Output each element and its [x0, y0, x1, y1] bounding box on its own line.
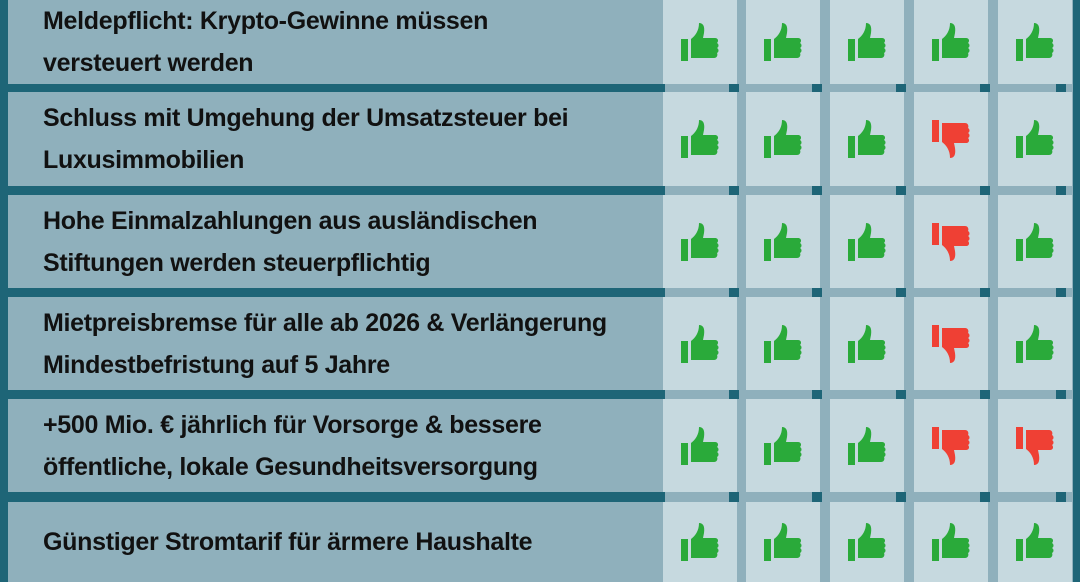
thumbs-up-icon	[681, 523, 719, 561]
vote-cell	[746, 92, 820, 186]
vote-cell	[663, 92, 737, 186]
vote-cell	[746, 297, 820, 390]
row-separator	[655, 186, 1073, 195]
vote-cell	[663, 195, 737, 288]
thumbs-up-icon	[1016, 523, 1054, 561]
proposal-text: Günstiger Stromtarif für ärmere Haushalt…	[43, 528, 533, 556]
vote-cell	[998, 502, 1072, 582]
vote-cell	[830, 195, 904, 288]
thumbs-up-icon	[932, 23, 970, 61]
vote-cell	[830, 399, 904, 492]
vote-cell	[914, 399, 988, 492]
vote-cell	[914, 297, 988, 390]
vote-cell	[830, 297, 904, 390]
thumbs-up-icon	[764, 23, 802, 61]
thumbs-up-icon	[681, 120, 719, 158]
thumbs-up-icon	[932, 523, 970, 561]
proposal-cell: Mietpreisbremse für alle ab 2026 & Verlä…	[8, 297, 655, 390]
thumbs-down-icon	[932, 120, 970, 158]
proposal-cell: Meldepflicht: Krypto-Gewinne müssen verst…	[8, 0, 655, 84]
thumbs-up-icon	[848, 523, 886, 561]
thumbs-up-icon	[848, 120, 886, 158]
vote-cell	[998, 92, 1072, 186]
thumbs-up-icon	[848, 426, 886, 465]
proposal-text: +500 Mio. € jährlich für Vorsorge & bess…	[43, 410, 542, 481]
thumbs-up-icon	[1016, 324, 1054, 363]
thumbs-down-icon	[932, 426, 970, 465]
thumbs-up-icon	[681, 23, 719, 61]
thumbs-up-icon	[764, 120, 802, 158]
vote-cell	[998, 195, 1072, 288]
vote-cell	[914, 92, 988, 186]
proposal-text: Hohe Einmalzahlungen aus ausländischen St…	[43, 206, 538, 277]
vote-cell	[914, 502, 988, 582]
thumbs-up-icon	[764, 426, 802, 465]
vote-cell	[663, 297, 737, 390]
proposal-text: Mietpreisbremse für alle ab 2026 & Verlä…	[43, 308, 607, 379]
row-separator	[655, 288, 1073, 297]
vote-cell	[663, 502, 737, 582]
thumbs-up-icon	[1016, 120, 1054, 158]
vote-cell	[746, 502, 820, 582]
vote-cell	[663, 399, 737, 492]
table-row: Mietpreisbremse für alle ab 2026 & Verlä…	[8, 297, 1073, 390]
table-row: Meldepflicht: Krypto-Gewinne müssen verst…	[8, 0, 1073, 84]
vote-cell	[746, 399, 820, 492]
vote-cell	[998, 399, 1072, 492]
table-row: Günstiger Stromtarif für ärmere Haushalt…	[8, 502, 1073, 582]
thumbs-down-icon	[932, 222, 970, 261]
proposal-cell: +500 Mio. € jährlich für Vorsorge & bess…	[8, 399, 655, 492]
vote-cell	[746, 195, 820, 288]
thumbs-up-icon	[681, 222, 719, 261]
vote-cell	[914, 195, 988, 288]
vote-cell	[830, 0, 904, 84]
thumbs-up-icon	[848, 324, 886, 363]
thumbs-up-icon	[764, 523, 802, 561]
thumbs-up-icon	[764, 324, 802, 363]
proposal-text: Meldepflicht: Krypto-Gewinne müssen verst…	[43, 7, 489, 77]
row-separator	[655, 492, 1073, 502]
thumbs-up-icon	[848, 222, 886, 261]
thumbs-up-icon	[681, 426, 719, 465]
thumbs-up-icon	[764, 222, 802, 261]
proposal-text: Schluss mit Umgehung der Umsatzsteuer be…	[43, 104, 569, 174]
thumbs-down-icon	[1016, 426, 1054, 465]
proposal-cell: Günstiger Stromtarif für ärmere Haushalt…	[8, 502, 655, 582]
vote-cell	[830, 502, 904, 582]
row-separator	[655, 84, 1073, 92]
thumbs-up-icon	[848, 23, 886, 61]
table-row: Schluss mit Umgehung der Umsatzsteuer be…	[8, 92, 1073, 186]
row-separator	[655, 390, 1073, 399]
thumbs-up-icon	[1016, 222, 1054, 261]
thumbs-up-icon	[681, 324, 719, 363]
vote-cell	[830, 92, 904, 186]
thumbs-down-icon	[932, 324, 970, 363]
vote-cell	[998, 0, 1072, 84]
vote-cell	[998, 297, 1072, 390]
vote-cell	[746, 0, 820, 84]
vote-cell	[914, 0, 988, 84]
vote-cell	[663, 0, 737, 84]
proposal-cell: Hohe Einmalzahlungen aus ausländischen St…	[8, 195, 655, 288]
table-row: Hohe Einmalzahlungen aus ausländischen St…	[8, 195, 1073, 288]
proposal-cell: Schluss mit Umgehung der Umsatzsteuer be…	[8, 92, 655, 186]
table-row: +500 Mio. € jährlich für Vorsorge & bess…	[8, 399, 1073, 492]
thumbs-up-icon	[1016, 23, 1054, 61]
